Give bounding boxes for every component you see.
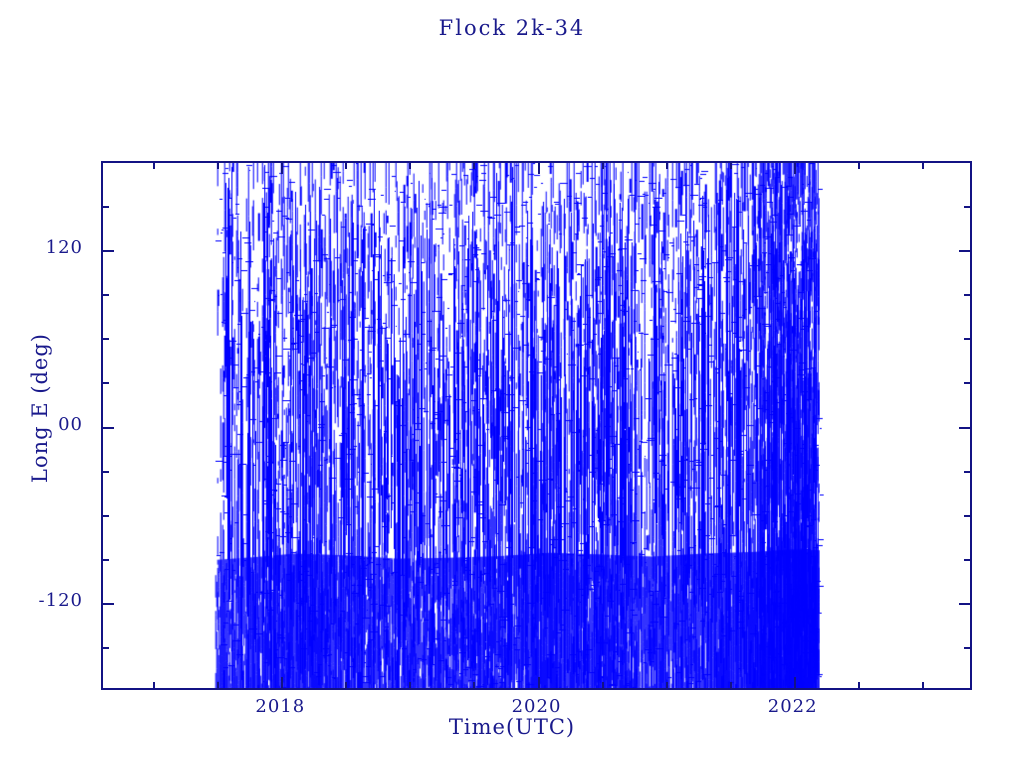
x-axis-title: Time(UTC)	[448, 715, 576, 739]
minor-tick	[921, 163, 924, 169]
chart-title: Flock 2k-34	[438, 16, 586, 40]
plot-frame	[101, 161, 972, 690]
major-tick	[537, 677, 540, 688]
major-tick	[959, 602, 970, 605]
minor-tick	[921, 682, 924, 688]
minor-tick	[964, 294, 970, 297]
minor-tick	[103, 514, 109, 517]
y-tick-label: 00	[58, 413, 83, 435]
minor-tick	[729, 163, 732, 169]
minor-tick	[964, 206, 970, 209]
major-tick	[281, 677, 284, 688]
major-tick	[959, 426, 970, 429]
minor-tick	[964, 646, 970, 649]
minor-tick	[345, 682, 348, 688]
major-tick	[793, 163, 796, 174]
minor-tick	[103, 206, 109, 209]
major-tick	[103, 602, 114, 605]
minor-tick	[729, 682, 732, 688]
major-tick	[103, 426, 114, 429]
minor-tick	[601, 163, 604, 169]
minor-tick	[964, 558, 970, 561]
minor-tick	[103, 338, 109, 341]
major-tick	[103, 250, 114, 253]
minor-tick	[103, 646, 109, 649]
major-tick	[959, 250, 970, 253]
minor-tick	[665, 163, 668, 169]
y-tick-label: -120	[38, 589, 83, 611]
x-tick-label: 2020	[511, 696, 562, 717]
y-axis-title: Long E (deg)	[28, 333, 52, 483]
minor-tick	[103, 558, 109, 561]
minor-tick	[964, 470, 970, 473]
minor-tick	[345, 163, 348, 169]
minor-tick	[409, 682, 412, 688]
minor-tick	[857, 163, 860, 169]
x-tick-label: 2022	[767, 696, 818, 717]
x-tick-label: 2018	[255, 696, 306, 717]
minor-tick	[217, 163, 220, 169]
minor-tick	[103, 382, 109, 385]
minor-tick	[153, 163, 156, 169]
minor-tick	[964, 514, 970, 517]
longitude-time-trace	[103, 163, 970, 688]
minor-tick	[601, 682, 604, 688]
major-tick	[281, 163, 284, 174]
minor-tick	[409, 163, 412, 169]
y-tick-label: 120	[45, 237, 83, 259]
major-tick	[793, 677, 796, 688]
minor-tick	[473, 163, 476, 169]
major-tick	[537, 163, 540, 174]
minor-tick	[857, 682, 860, 688]
minor-tick	[103, 294, 109, 297]
minor-tick	[964, 338, 970, 341]
minor-tick	[153, 682, 156, 688]
minor-tick	[217, 682, 220, 688]
minor-tick	[473, 682, 476, 688]
minor-tick	[103, 470, 109, 473]
minor-tick	[964, 382, 970, 385]
minor-tick	[665, 682, 668, 688]
